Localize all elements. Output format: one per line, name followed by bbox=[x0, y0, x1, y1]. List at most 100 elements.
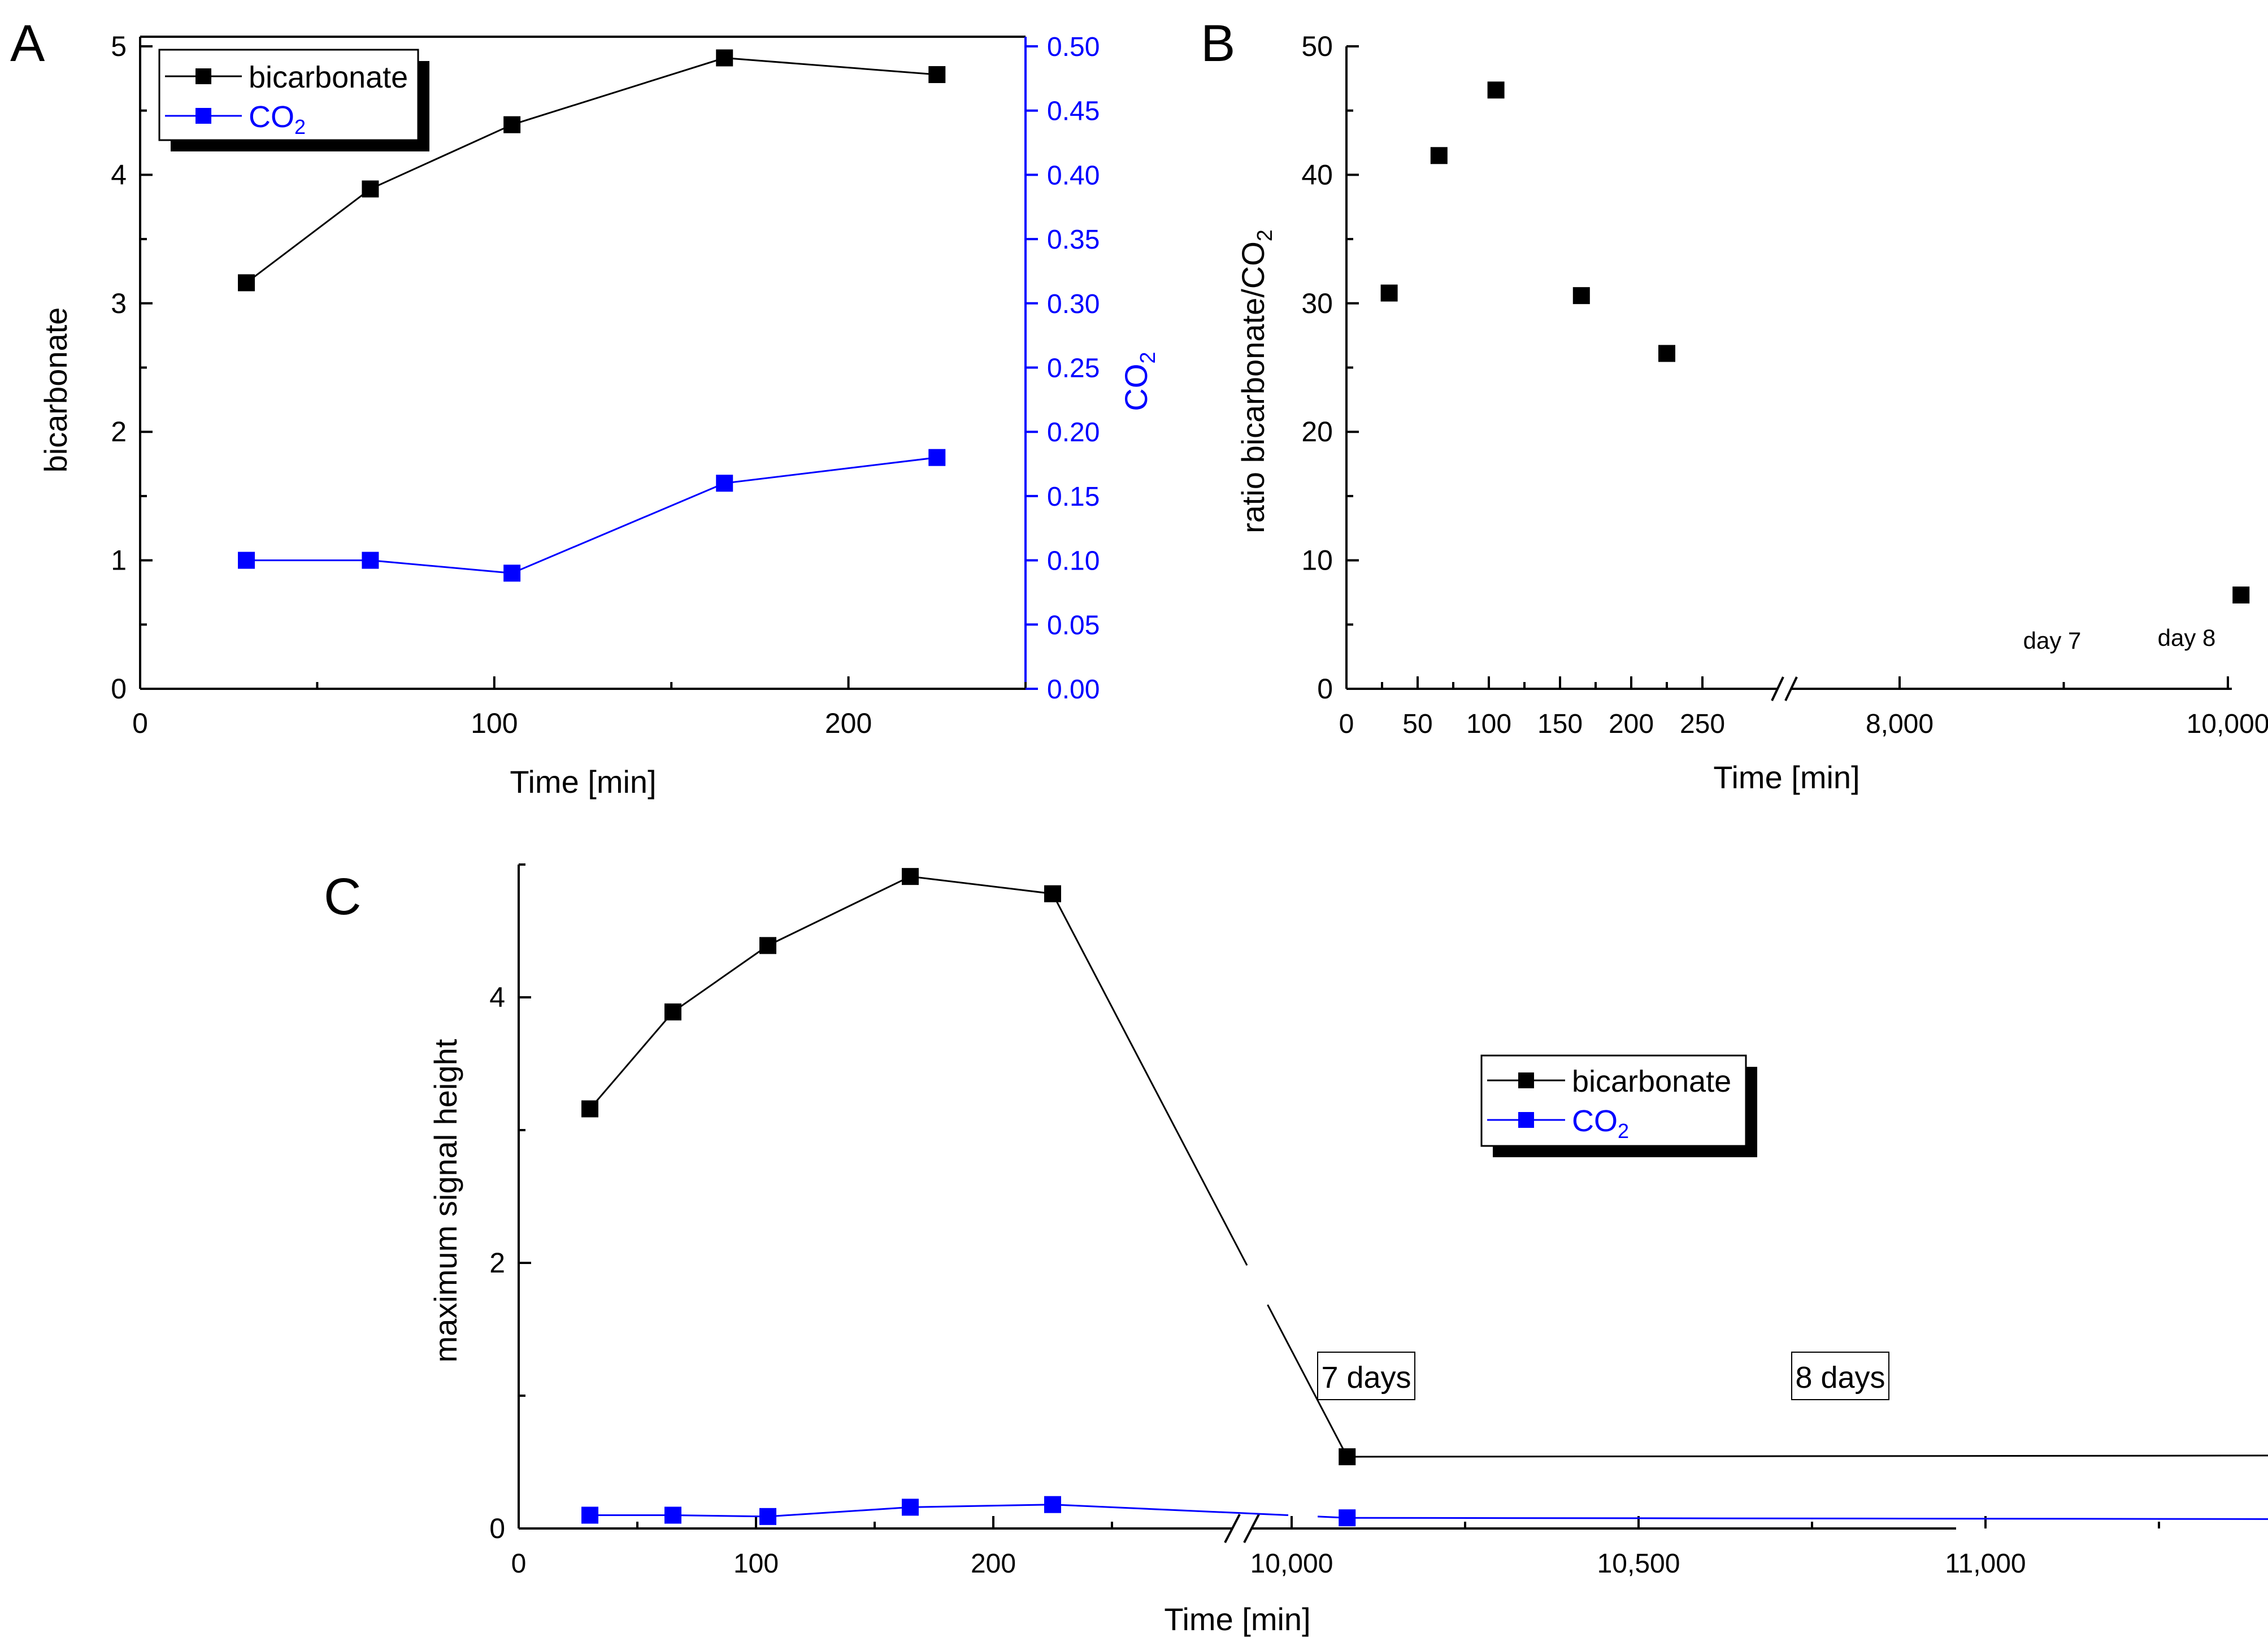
panel-c-bicarbonate-point bbox=[1044, 885, 1061, 902]
panel-c-annotation-8days-frame bbox=[1791, 1352, 1889, 1400]
panel-b: B 0501001502002508,00010,00012,000010203… bbox=[1201, 15, 2268, 795]
panel-c-co2-point bbox=[902, 1499, 919, 1516]
panel-a-y2-tick-label: 0.25 bbox=[1047, 354, 1100, 384]
panel-b-ratio-point bbox=[1380, 284, 1398, 302]
panel-a-co2-line bbox=[246, 457, 937, 574]
panel-b-axes bbox=[1345, 46, 2232, 701]
panel-c-co2-point bbox=[1044, 1496, 1061, 1513]
panel-c-legend-box bbox=[1480, 1054, 1747, 1147]
panel-c-y-label: maximum signal height bbox=[428, 1039, 463, 1362]
panel-c-co2-point bbox=[1339, 1509, 1356, 1527]
panel-c-bicarbonate-line bbox=[1267, 1304, 2268, 1458]
panel-b-break-mark-1 bbox=[1771, 676, 1784, 701]
panel-a-bicarbonate-point bbox=[362, 180, 379, 198]
panel-a-y2-tick-label: 0.45 bbox=[1047, 97, 1100, 127]
panel-a-y-tick-label: 1 bbox=[111, 545, 127, 576]
panel-b-series bbox=[1380, 81, 2250, 603]
panel-b-y-tick-label: 30 bbox=[1301, 288, 1333, 319]
panel-b-x-tick-label: 8,000 bbox=[1866, 709, 1934, 739]
panel-a-y2-tick-label: 0.30 bbox=[1047, 289, 1100, 319]
panel-c-axes bbox=[518, 865, 1956, 1543]
panel-b-x-tick-label: 100 bbox=[1466, 709, 1511, 739]
panel-c-y-tick-label: 4 bbox=[489, 981, 505, 1013]
panel-c-y-tick-label: 0 bbox=[489, 1513, 505, 1544]
panel-c-x-tick-label: 0 bbox=[511, 1549, 527, 1579]
panel-c-annotation-8days: 8 days bbox=[1795, 1361, 1885, 1395]
panel-b-annotation-day8: day 8 bbox=[2158, 624, 2216, 651]
panel-c-annotation-7days-box: 7 days bbox=[1317, 1352, 1415, 1400]
panel-c-break-mark-2 bbox=[1243, 1514, 1260, 1543]
panel-b-y-tick-label: 0 bbox=[1317, 673, 1333, 705]
panel-a-legend-box bbox=[158, 49, 419, 141]
panel-c-legend-marker-bicarbonate bbox=[1518, 1072, 1534, 1088]
panel-b-x-tick-label: 50 bbox=[1402, 709, 1432, 739]
panel-c-bicarbonate-line bbox=[589, 875, 1248, 1266]
panel-c-bicarbonate-point bbox=[759, 937, 776, 954]
panel-a-bicarbonate-point bbox=[238, 274, 255, 292]
panel-b-x-tick-label: 200 bbox=[1609, 709, 1654, 739]
panel-a-y2-tick-label: 0.40 bbox=[1047, 160, 1100, 190]
panel-c-label: C bbox=[324, 868, 361, 926]
panel-b-x-label: Time [min] bbox=[1713, 759, 1859, 795]
panel-c-legend-text-bicarbonate: bicarbonate bbox=[1572, 1065, 1731, 1098]
panel-c-annotation-7days-frame bbox=[1317, 1352, 1415, 1400]
panel-a-bicarbonate-point bbox=[716, 49, 733, 67]
panel-c-annotation-7days: 7 days bbox=[1321, 1361, 1411, 1395]
panel-b-x-tick-label: 150 bbox=[1537, 709, 1583, 739]
panel-a-legend: bicarbonate CO2 bbox=[158, 49, 429, 151]
panel-b-label: B bbox=[1201, 15, 1235, 72]
panel-a-y-tick-label: 0 bbox=[111, 673, 127, 705]
panel-a-y2-tick-label: 0.50 bbox=[1047, 32, 1100, 62]
panel-a-co2-point bbox=[928, 449, 946, 466]
panel-b-ratio-point bbox=[1658, 345, 1675, 362]
panel-c-co2-point bbox=[759, 1508, 776, 1525]
panel-b-ticks: 0501001502002508,00010,00012,00001020304… bbox=[1301, 31, 2268, 739]
panel-a-legend-text-co2: CO2 bbox=[249, 100, 306, 138]
panel-c-x-tick-label: 10,000 bbox=[1250, 1549, 1333, 1579]
panel-a-co2-point bbox=[362, 551, 379, 569]
panel-c-co2-line bbox=[590, 1504, 1289, 1518]
panel-b-ratio-point bbox=[1430, 147, 1448, 164]
panel-c-bicarbonate-point bbox=[664, 1003, 681, 1020]
panel-a-y2-tick-label: 0.05 bbox=[1047, 610, 1100, 640]
panel-c-break-mark-1 bbox=[1224, 1514, 1241, 1543]
panel-c-x-tick-label: 11,000 bbox=[1945, 1549, 2026, 1579]
panel-c-co2-point bbox=[664, 1506, 681, 1524]
panel-a-x-tick-label: 0 bbox=[132, 707, 148, 739]
panel-b-ratio-point bbox=[1487, 81, 1505, 99]
panel-a-y2-tick-label: 0.15 bbox=[1047, 482, 1100, 512]
panel-c-x-label: Time [min] bbox=[1164, 1601, 1310, 1637]
panel-a: A 0 100 2000123450.000.050.100.150.200.250… bbox=[10, 15, 1160, 800]
panel-c-y-tick-label: 2 bbox=[489, 1247, 505, 1279]
panel-a-legend-text-bicarbonate: bicarbonate bbox=[249, 60, 408, 94]
panel-c-x-tick-label: 200 bbox=[971, 1549, 1016, 1579]
panel-a-axes bbox=[139, 36, 1026, 690]
panel-c-annotation-8days-box: 8 days bbox=[1791, 1352, 1889, 1400]
panel-c-co2-point bbox=[581, 1506, 598, 1524]
panel-b-y-tick-label: 20 bbox=[1301, 416, 1333, 448]
panel-a-y-tick-label: 3 bbox=[111, 288, 127, 319]
panel-a-series bbox=[238, 49, 946, 582]
panel-a-x-tick-label: 100 bbox=[471, 707, 518, 739]
panel-a-y2-label: CO2 bbox=[1118, 351, 1160, 411]
panel-a-y-label: bicarbonate bbox=[38, 307, 73, 473]
panel-a-legend-marker-co2 bbox=[195, 108, 211, 124]
panel-a-x-label: Time [min] bbox=[510, 764, 656, 800]
panel-c-legend-marker-co2 bbox=[1518, 1112, 1534, 1128]
panel-c-x-tick-label: 10,500 bbox=[1597, 1549, 1680, 1579]
panel-a-co2-point bbox=[716, 475, 733, 492]
panel-a-co2-point bbox=[238, 551, 255, 569]
panel-a-y2-tick-label: 0.00 bbox=[1047, 675, 1100, 705]
panel-b-annotation-day7: day 7 bbox=[2023, 627, 2082, 654]
panel-a-ticks: 0 100 200 0 1 2 3 4 5 0.00 0.05 0.10 0.15 0.20 0.25 0.3… bbox=[111, 31, 1100, 739]
panel-a-label: A bbox=[10, 15, 45, 72]
panel-a-legend-marker-bicarbonate bbox=[195, 68, 211, 84]
panel-b-break-mark-2 bbox=[1784, 676, 1798, 701]
panel-b-x-tick-label: 10,000 bbox=[2187, 709, 2268, 739]
panel-c-co2-line bbox=[1318, 1515, 2268, 1520]
panel-b-ratio-point bbox=[2232, 586, 2250, 603]
